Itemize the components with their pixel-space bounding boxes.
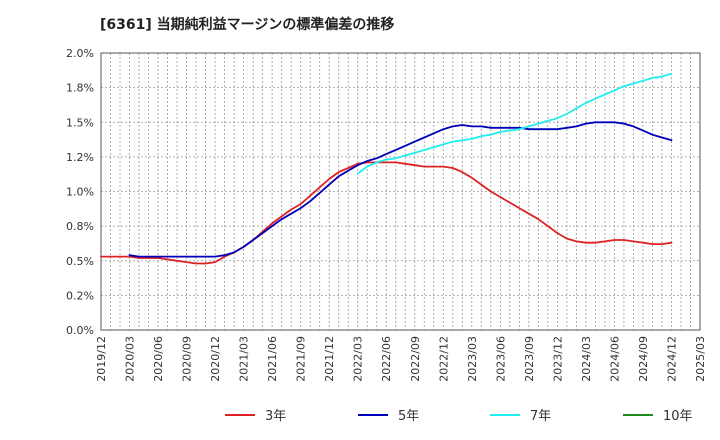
legend-label: 3年 bbox=[265, 409, 286, 424]
x-tick-label: 2021/06 bbox=[266, 336, 279, 382]
x-tick-label: 2020/06 bbox=[152, 336, 165, 382]
x-tick-label: 2025/03 bbox=[694, 336, 707, 382]
series-lines bbox=[100, 72, 673, 265]
x-tick-label: 2024/09 bbox=[637, 336, 650, 382]
plot-border bbox=[100, 52, 701, 331]
x-tick-label: 2020/09 bbox=[181, 336, 194, 382]
x-tick-label: 2020/03 bbox=[124, 336, 137, 382]
x-tick-label: 2024/12 bbox=[665, 336, 678, 382]
y-tick-label: 1.2% bbox=[66, 151, 94, 164]
series-line bbox=[356, 72, 673, 175]
y-tick-label: 0.2% bbox=[66, 289, 94, 302]
y-tick-label: 1.5% bbox=[66, 116, 94, 129]
x-tick-label: 2023/12 bbox=[551, 336, 564, 382]
chart-title: [6361] 当期純利益マージンの標準偏差の推移 bbox=[100, 16, 394, 33]
y-tick-label: 0.5% bbox=[66, 255, 94, 268]
x-tick-label: 2023/06 bbox=[494, 336, 507, 382]
y-tick-label: 0.8% bbox=[66, 220, 94, 233]
legend-label: 7年 bbox=[530, 409, 551, 424]
x-tick-label: 2020/12 bbox=[209, 336, 222, 382]
x-tick-label: 2023/09 bbox=[523, 336, 536, 382]
y-tick-label: 1.0% bbox=[66, 186, 94, 199]
x-tick-label: 2024/03 bbox=[580, 336, 593, 382]
y-tick-label: 2.0% bbox=[66, 47, 94, 60]
x-tick-label: 2022/12 bbox=[437, 336, 450, 382]
plot-frame bbox=[100, 52, 701, 331]
x-tick-label: 2022/03 bbox=[352, 336, 365, 382]
y-tick-label: 1.8% bbox=[66, 82, 94, 95]
plot-area bbox=[101, 53, 700, 330]
x-tick-label: 2024/06 bbox=[608, 336, 621, 382]
legend-label: 5年 bbox=[398, 409, 419, 424]
x-tick-label: 2021/03 bbox=[238, 336, 251, 382]
legend: 3年 5年 7年 10年 bbox=[225, 409, 693, 424]
x-tick-label: 2022/06 bbox=[380, 336, 393, 382]
x-tick-label: 2021/09 bbox=[295, 336, 308, 382]
x-tick-label: 2021/12 bbox=[323, 336, 336, 382]
legend-label: 10年 bbox=[663, 409, 693, 424]
y-axis-tick-labels: 0.0% 0.2% 0.5% 0.8% 1.0% 1.2% 1.5% 1.8% 2.0% bbox=[66, 47, 94, 337]
y-tick-label: 0.0% bbox=[66, 324, 94, 337]
series-line bbox=[100, 161, 673, 265]
series-line bbox=[128, 121, 673, 258]
x-tick-label: 2022/09 bbox=[409, 336, 422, 382]
x-tick-label: 2023/03 bbox=[466, 336, 479, 382]
x-tick-label: 2019/12 bbox=[95, 336, 108, 382]
x-axis-tick-labels: 2019/12 2020/03 2020/06 2020/09 2020/12 2021/… bbox=[95, 336, 707, 382]
